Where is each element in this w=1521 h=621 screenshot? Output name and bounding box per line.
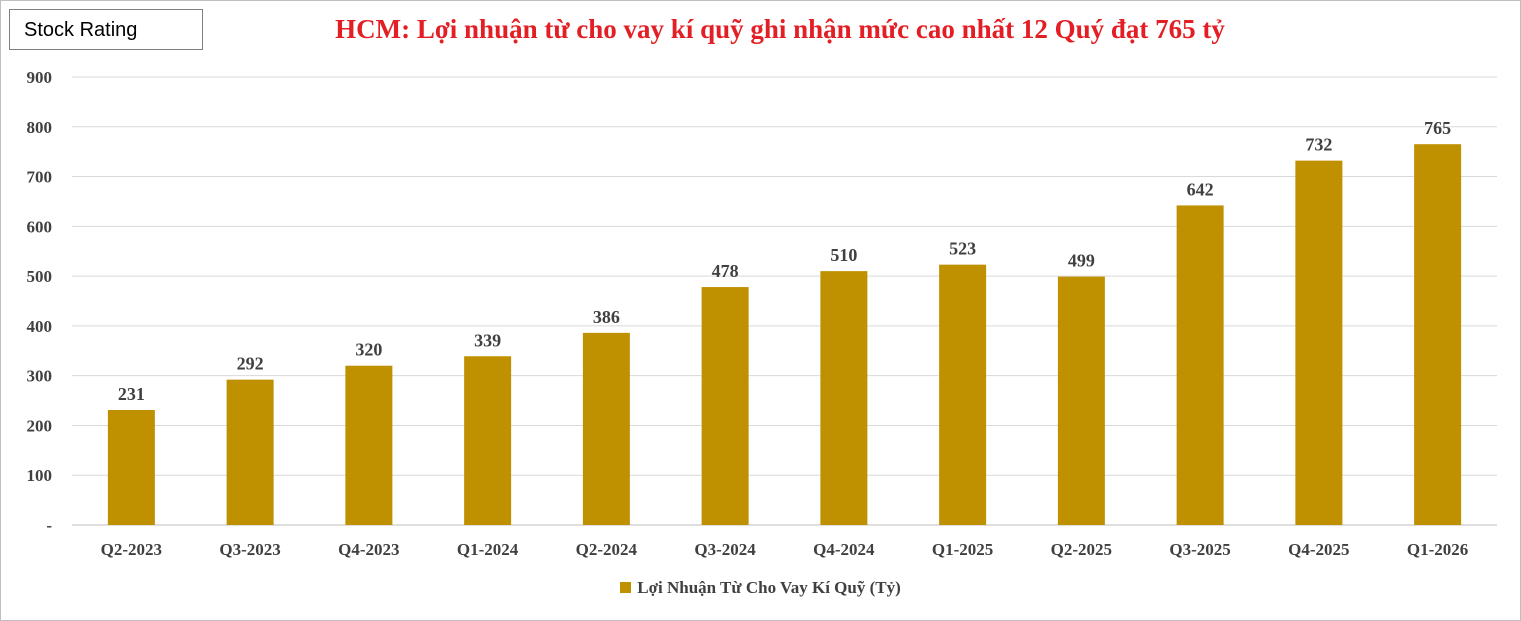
y-tick-label: 400	[27, 317, 53, 336]
bar	[1176, 205, 1224, 525]
data-label: 499	[1068, 251, 1095, 271]
y-tick-label: 500	[27, 267, 53, 286]
x-tick-label: Q2-2025	[1051, 540, 1112, 559]
bar	[345, 365, 393, 525]
y-tick-label: 900	[27, 68, 53, 87]
legend-swatch	[620, 582, 632, 593]
x-tick-label: Q3-2023	[219, 540, 280, 559]
y-tick-label: 600	[27, 217, 53, 236]
data-label: 523	[949, 239, 976, 259]
data-label: 642	[1187, 179, 1214, 199]
stock-rating-badge: Stock Rating	[9, 9, 203, 50]
y-tick-label: 100	[27, 466, 53, 485]
bar	[1057, 276, 1105, 525]
bar	[464, 356, 512, 525]
data-label: 231	[118, 384, 145, 404]
chart-title: HCM: Lợi nhuận từ cho vay kí quỹ ghi nhậ…	[335, 14, 1225, 44]
data-label: 510	[830, 245, 857, 265]
data-label: 320	[355, 340, 382, 360]
x-tick-label: Q1-2024	[457, 540, 519, 559]
x-tick-label: Q4-2023	[338, 540, 399, 559]
x-tick-label: Q1-2025	[932, 540, 993, 559]
x-tick-label: Q2-2024	[576, 540, 638, 559]
data-label: 386	[593, 307, 620, 327]
bar	[226, 379, 274, 525]
y-tick-label: 800	[27, 118, 53, 137]
x-tick-label: Q4-2024	[813, 540, 875, 559]
y-tick-label: 300	[27, 367, 53, 386]
bar	[582, 332, 630, 525]
bar	[820, 271, 868, 525]
data-label: 292	[237, 354, 264, 374]
data-label: 765	[1424, 118, 1451, 138]
data-label: 339	[474, 330, 501, 350]
data-label: 478	[712, 261, 739, 281]
bar	[701, 287, 749, 525]
y-tick-label: 700	[27, 168, 53, 187]
bar	[1414, 144, 1462, 525]
x-tick-label: Q3-2025	[1169, 540, 1230, 559]
y-tick-label: -	[46, 516, 52, 535]
bar	[939, 264, 987, 525]
bar	[1295, 160, 1343, 526]
legend: Lợi Nhuận Từ Cho Vay Kí Quỹ (Tỷ)	[0, 578, 1521, 598]
x-tick-label: Q1-2026	[1407, 540, 1468, 559]
legend-label: Lợi Nhuận Từ Cho Vay Kí Quỹ (Tỷ)	[637, 578, 901, 597]
x-tick-label: Q4-2025	[1288, 540, 1349, 559]
bar	[107, 410, 155, 525]
x-tick-label: Q3-2024	[694, 540, 756, 559]
x-tick-label: Q2-2023	[101, 540, 162, 559]
data-label: 732	[1305, 135, 1332, 155]
y-tick-label: 200	[27, 416, 53, 435]
